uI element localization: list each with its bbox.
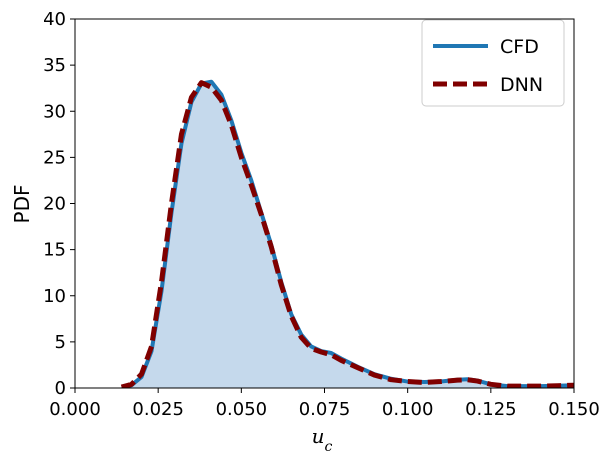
y-tick-label: 5 [55, 332, 66, 353]
legend-cfd-label: CFD [500, 36, 539, 58]
legend: CFD DNN [421, 19, 565, 107]
y-tick-label: 10 [43, 286, 66, 307]
plot-area [120, 79, 574, 388]
x-tick-label: 0.125 [465, 399, 517, 420]
x-axis-label-sub: c [325, 439, 333, 455]
y-tick-label: 0 [55, 378, 66, 399]
y-tick-label: 20 [43, 194, 66, 215]
x-axis-label-main: u [312, 424, 325, 448]
y-tick-label: 35 [43, 55, 66, 76]
cfd-area-fill [121, 81, 574, 388]
y-tick-label: 15 [43, 240, 66, 261]
x-tick-label: 0.075 [299, 399, 351, 420]
x-tick-label: 0.100 [382, 399, 434, 420]
axes: 0.000 0.025 0.050 0.075 0.100 0.125 0.150 0 5 10 1… [43, 9, 600, 420]
y-tick-label: 30 [43, 101, 66, 122]
series-line-dnn [120, 80, 574, 388]
x-tick-label: 0.000 [49, 399, 101, 420]
x-tick-label: 0.050 [216, 399, 268, 420]
x-tick-label: 0.025 [132, 399, 184, 420]
y-tick-label: 25 [43, 147, 66, 168]
x-axis-label: uc [312, 424, 333, 455]
y-tick-label: 40 [43, 9, 66, 30]
x-tick-label: 0.150 [548, 399, 600, 420]
legend-dnn-label: DNN [500, 74, 543, 96]
y-axis-label: PDF [10, 185, 34, 224]
